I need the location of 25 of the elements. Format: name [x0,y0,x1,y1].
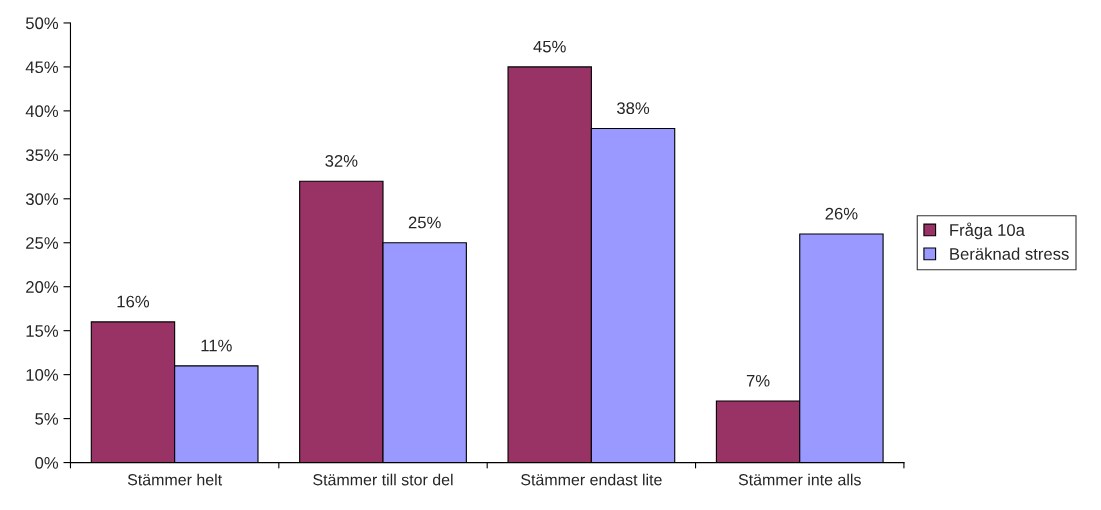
y-tick-label: 15% [26,325,59,337]
y-tick-label: 50% [25,17,59,30]
data-label: 38% [617,102,650,115]
x-tick-label: Stämmer helt [127,473,223,486]
y-tick-label: 30% [25,193,59,205]
data-label: 26% [825,207,858,220]
y-tick-label: 5% [35,413,59,425]
y-tick-label: 0% [35,456,59,469]
y-tick-label: 25% [26,237,59,249]
x-tick-label: Stämmer till stor del [313,473,453,486]
data-label: 7% [746,374,770,387]
y-tick-label: 40% [25,105,59,118]
y-tick-label: 20% [26,281,59,293]
x-tick-label: Stämmer inte alls [738,473,861,486]
data-label: 32% [325,155,358,167]
data-label: 11% [201,339,232,352]
y-tick-label: 10% [26,369,59,381]
data-label: 45% [533,40,566,53]
legend-label: Beräknad stress [950,247,1069,260]
data-label: 25% [408,216,441,229]
y-tick-label: 45% [25,61,59,74]
x-tick-label: Stämmer endast lite [521,473,662,486]
y-tick-label: 35% [25,149,59,162]
data-label: 16% [117,295,150,308]
legend-label: Fråga 10a [950,222,1025,240]
